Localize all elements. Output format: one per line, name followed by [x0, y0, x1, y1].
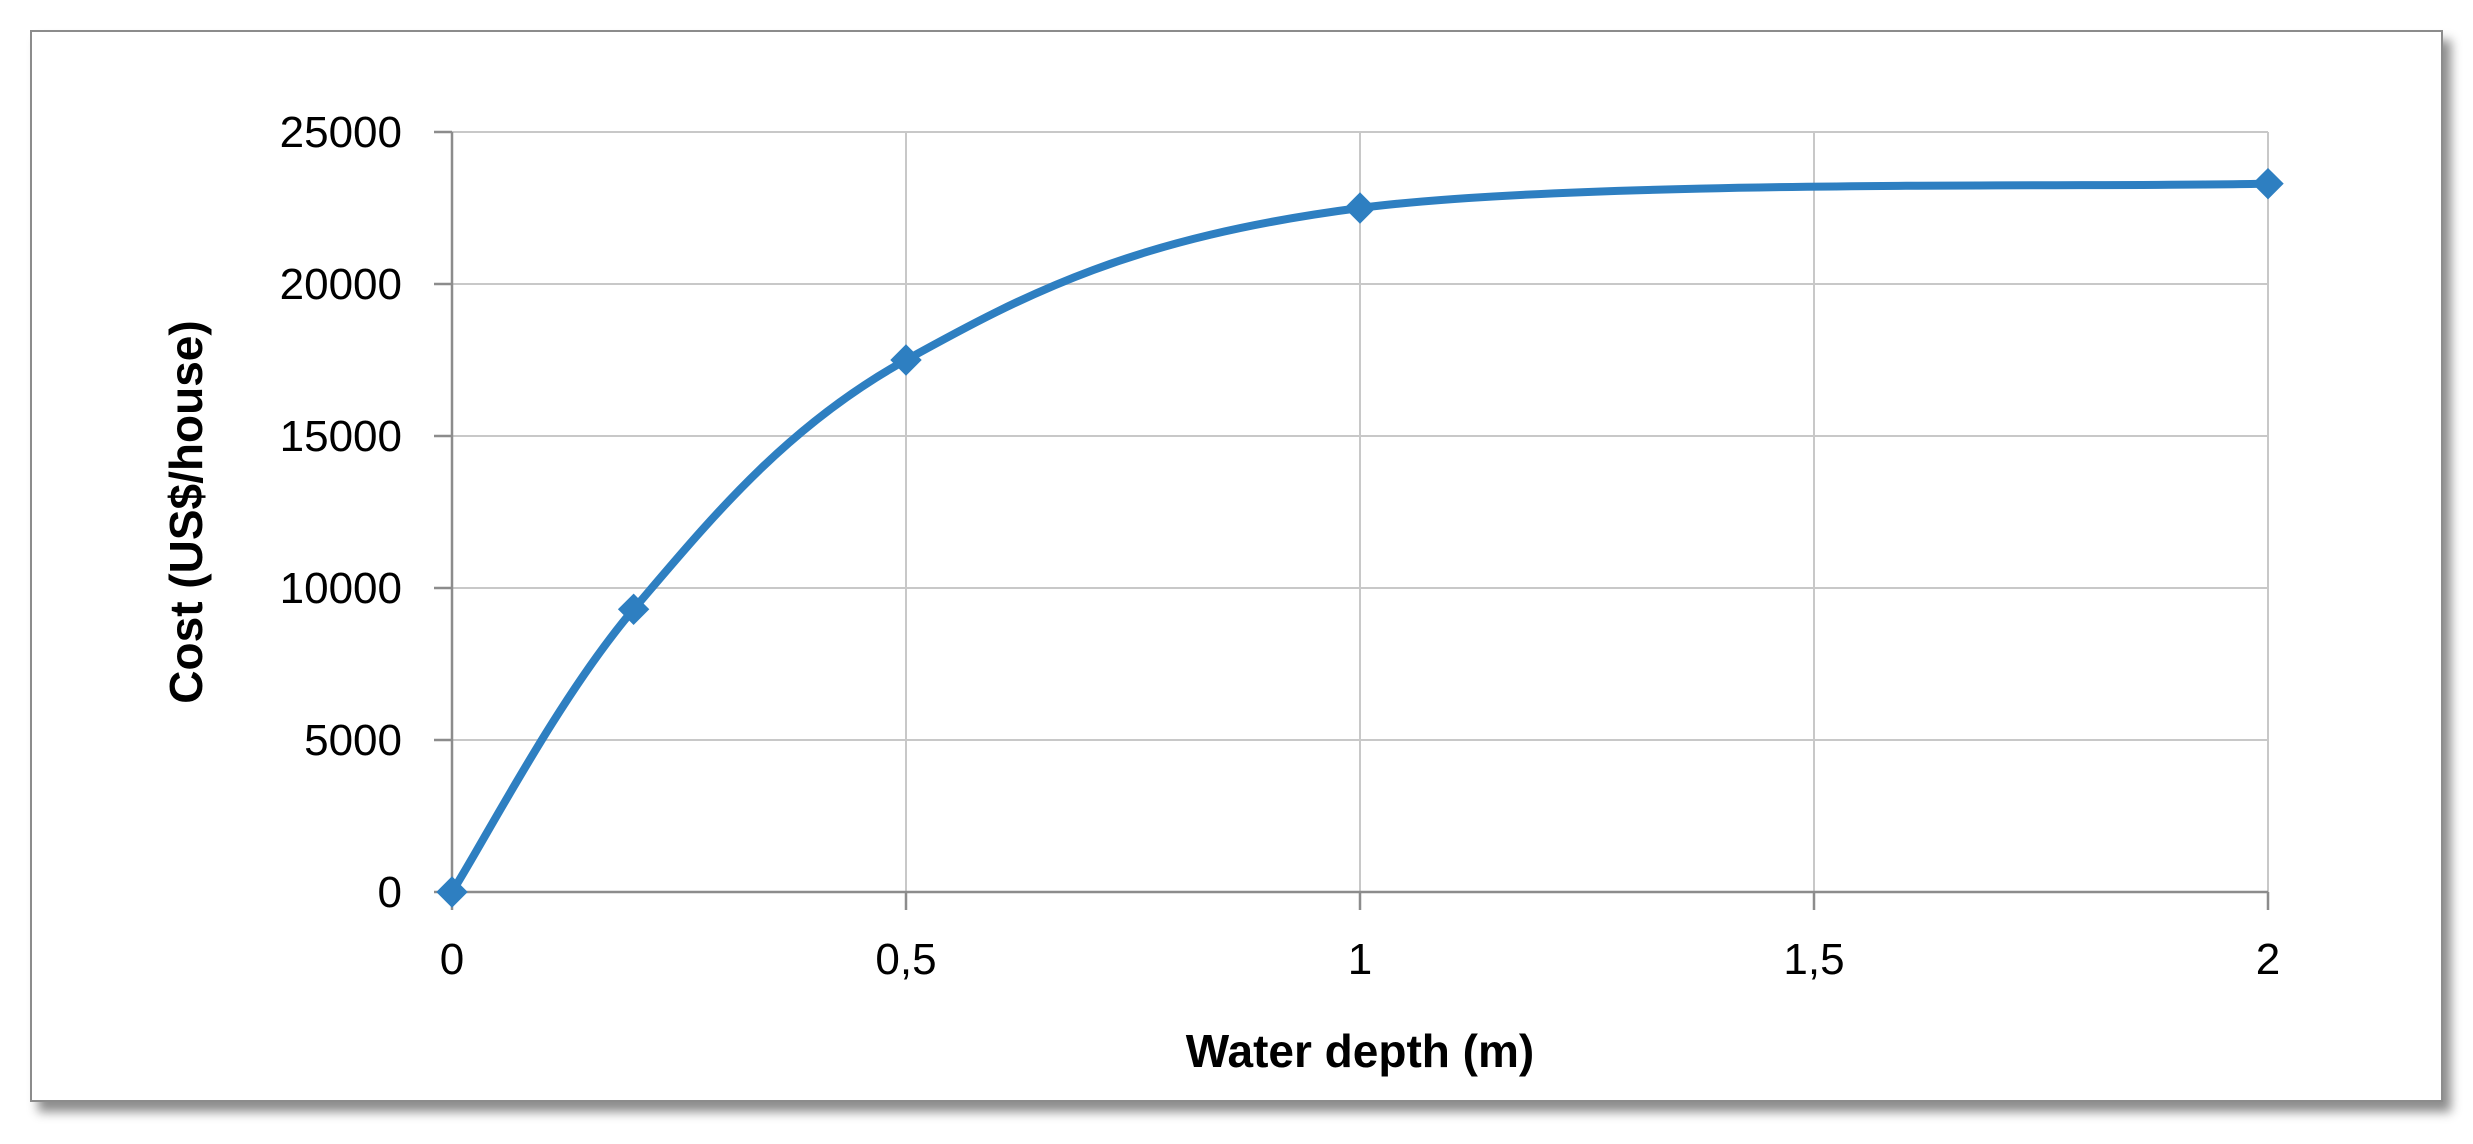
- y-tick-label: 20000: [280, 260, 402, 309]
- data-point-marker: [617, 593, 650, 625]
- data-point-marker: [890, 344, 922, 376]
- data-point-marker: [436, 876, 468, 908]
- gridlines: [452, 131, 2269, 892]
- chart-frame: 0 5000 10000 15000 20000 25000 0 0,5 1 1,5 2 Water…: [30, 30, 2443, 1102]
- line-chart: 0 5000 10000 15000 20000 25000 0 0,5 1 1,5 2 Water…: [160, 108, 2284, 1077]
- x-tick-label: 0: [440, 935, 464, 984]
- x-tick-label: 1,5: [1783, 935, 1844, 984]
- y-tick-label: 15000: [280, 412, 402, 461]
- x-tick-label: 1: [1348, 935, 1372, 984]
- tick-labels: 0 5000 10000 15000 20000 25000 0 0,5 1 1,5 2: [280, 108, 2281, 984]
- data-point-marker: [1344, 192, 1376, 224]
- y-tick-label: 10000: [280, 564, 402, 613]
- y-tick-label: 25000: [280, 108, 402, 157]
- y-tick-label: 0: [378, 868, 402, 917]
- x-tick-label: 0,5: [875, 935, 936, 984]
- y-tick-label: 5000: [304, 716, 402, 765]
- series-line: [448, 179, 2272, 896]
- series-layer: [436, 167, 2284, 908]
- data-point-marker: [2252, 167, 2284, 200]
- y-axis-title: Cost (US$/house): [160, 320, 212, 703]
- x-tick-label: 2: [2256, 935, 2280, 984]
- x-axis-title: Water depth (m): [1186, 1025, 1534, 1077]
